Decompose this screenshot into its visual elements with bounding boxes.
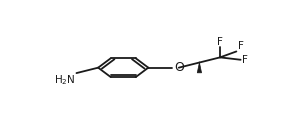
Text: O: O — [174, 61, 184, 74]
Text: H$_2$N: H$_2$N — [54, 74, 75, 87]
Text: F: F — [237, 41, 243, 51]
Polygon shape — [197, 63, 201, 73]
Text: F: F — [217, 37, 223, 47]
Text: F: F — [242, 55, 248, 65]
